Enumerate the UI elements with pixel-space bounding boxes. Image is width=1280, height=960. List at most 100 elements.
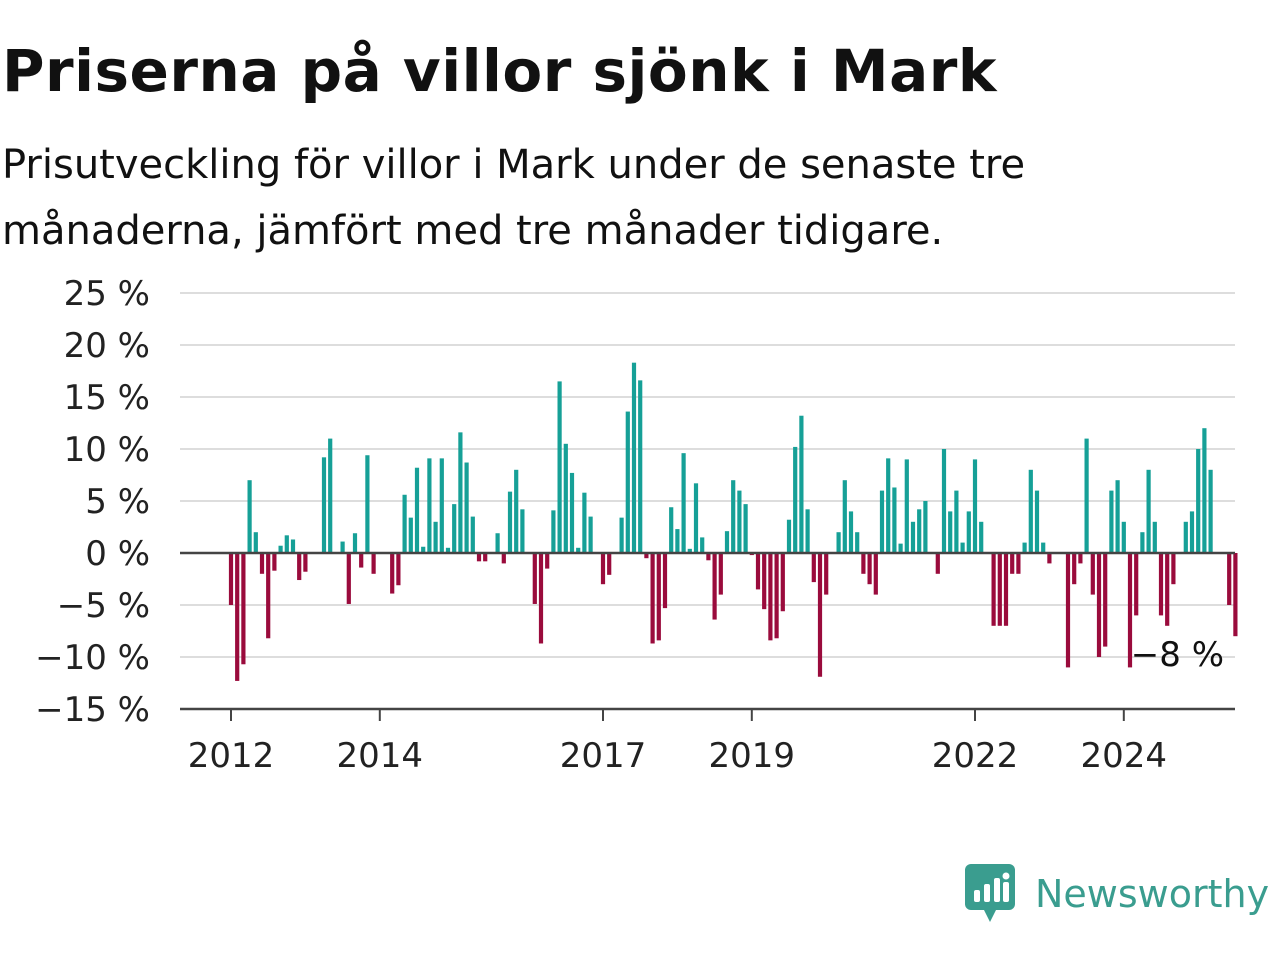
- bar: [365, 455, 370, 553]
- bar: [514, 469, 519, 553]
- bar: [625, 411, 630, 553]
- bar: [1134, 553, 1139, 616]
- bar: [278, 545, 283, 553]
- bar: [1189, 511, 1195, 553]
- y-tick-label: 20 %: [64, 326, 150, 366]
- bar: [873, 553, 878, 595]
- bar: [501, 553, 506, 564]
- bar: [532, 553, 537, 604]
- bar: [390, 553, 395, 594]
- bar: [780, 553, 785, 612]
- bar: [414, 467, 420, 553]
- bar: [1158, 553, 1164, 616]
- bar: [507, 491, 513, 553]
- bar: [241, 553, 246, 665]
- y-tick-label: 10 %: [64, 430, 150, 470]
- bar: [545, 553, 550, 569]
- bar: [228, 553, 234, 605]
- bar: [904, 459, 909, 553]
- bar: [1103, 553, 1108, 647]
- x-tick-label: 2022: [932, 736, 1019, 776]
- bar: [917, 509, 922, 553]
- bar: [669, 507, 674, 553]
- bar: [768, 553, 773, 641]
- bar: [848, 511, 854, 553]
- bar: [1183, 521, 1188, 553]
- bar: [861, 553, 866, 574]
- bar: [1152, 521, 1157, 553]
- y-gridlines: [180, 292, 1235, 658]
- bar: [898, 543, 903, 553]
- x-tick-label: 2019: [709, 736, 796, 776]
- bar: [582, 492, 587, 553]
- bar: [662, 553, 668, 609]
- bar: [464, 462, 469, 553]
- bar: [1171, 553, 1176, 585]
- bar: [297, 553, 302, 581]
- bar: [253, 532, 258, 553]
- bar: [476, 553, 482, 562]
- brand-logo: Newsworthy: [965, 864, 1269, 924]
- bar: [879, 490, 885, 553]
- bar: [793, 446, 798, 553]
- bar: [458, 432, 463, 553]
- bars: [180, 362, 1238, 681]
- bar: [433, 521, 438, 553]
- bar: [1041, 542, 1046, 553]
- bar: [954, 490, 959, 553]
- bar: [700, 537, 705, 553]
- bar: [470, 516, 475, 553]
- bar: [991, 553, 996, 626]
- bar: [743, 504, 748, 553]
- bar: [948, 511, 953, 553]
- bar: [1010, 553, 1015, 574]
- bar: [538, 553, 544, 644]
- bar: [352, 533, 358, 553]
- y-tick-label: −5 %: [57, 586, 150, 626]
- bar: [421, 546, 426, 553]
- bar: [824, 553, 829, 595]
- bar: [1109, 490, 1114, 553]
- bar: [805, 509, 810, 553]
- bar: [408, 517, 413, 553]
- bar: [1065, 553, 1071, 668]
- bar: [1034, 490, 1040, 553]
- bar: [259, 553, 265, 574]
- bar: [675, 529, 680, 553]
- bar: [495, 533, 500, 553]
- bar: [483, 553, 488, 562]
- bar: [886, 458, 891, 553]
- bar: [650, 553, 655, 644]
- bar: [402, 494, 407, 553]
- bar: [1140, 532, 1145, 553]
- brand-name: Newsworthy: [1035, 872, 1270, 916]
- y-tick-label: −15 %: [35, 690, 150, 730]
- x-tick-label: 2017: [560, 736, 647, 776]
- bar: [1016, 553, 1021, 574]
- bar: [731, 480, 736, 553]
- bar: [607, 553, 612, 575]
- bar: [1047, 553, 1052, 564]
- bar: [569, 472, 575, 553]
- bar: [644, 553, 649, 559]
- bar: [1022, 542, 1027, 553]
- bar: [346, 553, 351, 604]
- y-tick-label: 0 %: [85, 534, 150, 574]
- bar: [693, 483, 699, 553]
- page-title: Priserna på villor sjönk i Mark: [2, 37, 997, 105]
- bar: [272, 553, 277, 571]
- y-tick-label: 15 %: [64, 378, 150, 418]
- bar: [935, 553, 940, 574]
- bar: [1233, 553, 1238, 637]
- bar: [439, 458, 444, 553]
- bar: [941, 449, 947, 553]
- bar: [656, 553, 661, 641]
- bar: [1078, 553, 1083, 564]
- bar: [923, 501, 928, 553]
- chart-subtitle: Prisutveckling för villor i Mark under d…: [2, 142, 1026, 254]
- bar: [1146, 469, 1151, 553]
- bar: [551, 510, 556, 553]
- bar: [774, 553, 779, 639]
- bar: [427, 458, 432, 553]
